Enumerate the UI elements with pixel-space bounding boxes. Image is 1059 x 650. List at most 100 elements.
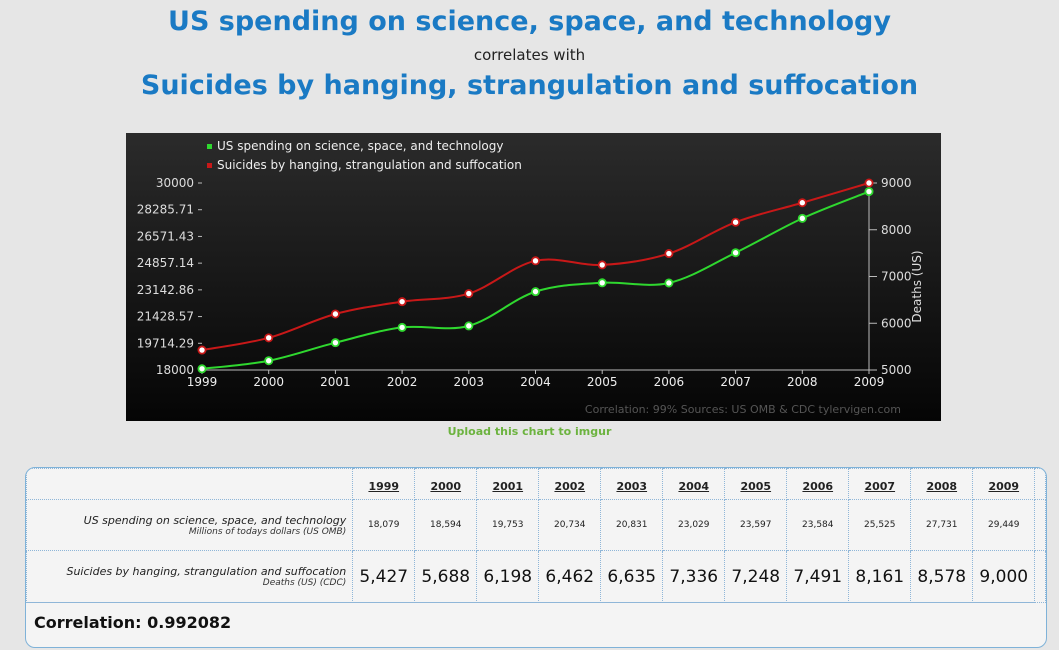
series-1-point	[330, 338, 340, 348]
x-tick-label: 2006	[654, 375, 685, 389]
series1-value: 18,079	[352, 499, 416, 551]
series2-value: 8,161	[848, 550, 912, 603]
year-header[interactable]: 2004	[678, 479, 710, 493]
year-header-cell: 2007	[848, 468, 912, 500]
series-1-point	[530, 287, 540, 297]
series1-value: 29,449	[972, 499, 1036, 551]
chart-title-bottom: Suicides by hanging, strangulation and s…	[140, 70, 919, 101]
series1-value: 25,525	[848, 499, 912, 551]
series2-sublabel: Deaths (US) (CDC)	[262, 578, 347, 588]
y-right-tick-label: 7000	[881, 270, 912, 284]
y-left-tick-label: 24857.14	[137, 256, 194, 270]
series1-value: 27,731	[910, 499, 974, 551]
series1-value: 23,584	[786, 499, 850, 551]
series2-value: 5,688	[414, 550, 478, 603]
series-2-point	[464, 289, 474, 299]
x-tick-label: 2000	[253, 375, 284, 389]
year-header[interactable]: 2005	[740, 479, 772, 493]
x-tick-label: 2007	[720, 375, 751, 389]
year-header-cell: 2002	[538, 468, 602, 500]
year-header-cell: 2000	[414, 468, 478, 500]
series2-label: Suicides by hanging, strangulation and s…	[66, 565, 347, 578]
y-left-tick-label: 28285.71	[137, 203, 194, 217]
y-right-tick-label: 6000	[881, 316, 912, 330]
year-header-cell: 2009	[972, 468, 1036, 500]
series-1-point	[731, 248, 741, 258]
series2-label-cell: Suicides by hanging, strangulation and s…	[26, 550, 354, 603]
year-header[interactable]: 2007	[864, 479, 896, 493]
x-tick-label: 2002	[387, 375, 418, 389]
correlation-chart: 18000 19714.29 21428.57 23142.86 24857.14 265…	[126, 133, 941, 421]
series1-value: 18,594	[414, 499, 478, 551]
series1-label: US spending on science, space, and techn…	[83, 513, 347, 527]
series1-value: 19,753	[476, 499, 540, 551]
series2-value: 9,000	[972, 550, 1036, 603]
series-2-point	[864, 178, 874, 188]
y-right-tick-label: 8000	[881, 223, 912, 237]
correlates-with-text: correlates with	[473, 46, 586, 64]
x-tick-label: 2008	[787, 375, 818, 389]
year-header[interactable]: 2006	[802, 479, 834, 493]
series-2-point	[330, 309, 340, 319]
year-header[interactable]: 2009	[988, 479, 1020, 493]
legend-swatch-1	[207, 144, 212, 149]
series-2-point	[731, 217, 741, 227]
year-header[interactable]: 2000	[430, 479, 462, 493]
y-left-tick-label: 23142.86	[137, 283, 194, 297]
year-header-cell: 2001	[476, 468, 540, 500]
x-tick-label: 2009	[854, 375, 885, 389]
table-end-cell	[1034, 550, 1046, 603]
chart-title-top: US spending on science, space, and techn…	[168, 6, 891, 37]
series2-value: 7,336	[662, 550, 726, 603]
legend-swatch-2	[207, 163, 212, 168]
legend-label-1: US spending on science, space, and techn…	[217, 139, 503, 153]
correlation-row: Correlation: 0.992082	[26, 602, 1046, 647]
series2-value: 7,491	[786, 550, 850, 603]
series-2-point	[664, 249, 674, 259]
series1-value: 20,831	[600, 499, 664, 551]
series-1-point	[464, 321, 474, 331]
y-left-tick-label: 19714.29	[137, 336, 194, 350]
year-header[interactable]: 2003	[616, 479, 648, 493]
year-header[interactable]: 1999	[368, 479, 400, 493]
x-tick-label: 2001	[320, 375, 351, 389]
x-tick-label: 2004	[520, 375, 551, 389]
x-tick-label: 1999	[187, 375, 218, 389]
data-table-grid: 1999 2000 2001 2002 2003 2004 2005 2006 2007 2008…	[26, 468, 1046, 603]
series-1-point	[864, 187, 874, 197]
y-left-tick-label: 18000	[156, 363, 194, 377]
y-right-tick-label: 5000	[881, 363, 912, 377]
series-1-point	[797, 213, 807, 223]
year-header-cell: 2008	[910, 468, 974, 500]
series1-label-cell: US spending on science, space, and techn…	[26, 499, 354, 551]
year-header[interactable]: 2008	[926, 479, 958, 493]
upload-to-imgur-link[interactable]: Upload this chart to imgur	[447, 425, 612, 438]
series2-value: 5,427	[352, 550, 416, 603]
year-header-cell: 2005	[724, 468, 788, 500]
data-table: 1999 2000 2001 2002 2003 2004 2005 2006 2007 2008…	[25, 467, 1047, 648]
x-tick-label: 2005	[587, 375, 618, 389]
series2-value: 7,248	[724, 550, 788, 603]
correlation-value: Correlation: 0.992082	[34, 613, 232, 632]
series-1-point	[197, 364, 207, 374]
series2-value: 6,198	[476, 550, 540, 603]
year-header[interactable]: 2001	[492, 479, 524, 493]
table-end-cell	[1034, 499, 1046, 551]
series1-value: 20,734	[538, 499, 602, 551]
chart-footer-text: Correlation: 99% Sources: US OMB & CDC t…	[585, 403, 901, 416]
series-1-point	[264, 356, 274, 366]
series1-sublabel: Millions of todays dollars (US OMB)	[188, 526, 347, 537]
series-2-point	[264, 333, 274, 343]
x-tick-label: 2003	[454, 375, 485, 389]
series-2-point	[597, 260, 607, 270]
series-2-point	[530, 256, 540, 266]
series-2-point	[197, 345, 207, 355]
year-header[interactable]: 2002	[554, 479, 586, 493]
series-1-point	[664, 278, 674, 288]
y-right-tick-label: 9000	[881, 176, 912, 190]
table-corner-cell	[26, 468, 354, 500]
series2-value: 8,578	[910, 550, 974, 603]
series-1-point	[397, 322, 407, 332]
legend-label-2: Suicides by hanging, strangulation and s…	[217, 158, 522, 172]
chart-background	[126, 133, 941, 421]
